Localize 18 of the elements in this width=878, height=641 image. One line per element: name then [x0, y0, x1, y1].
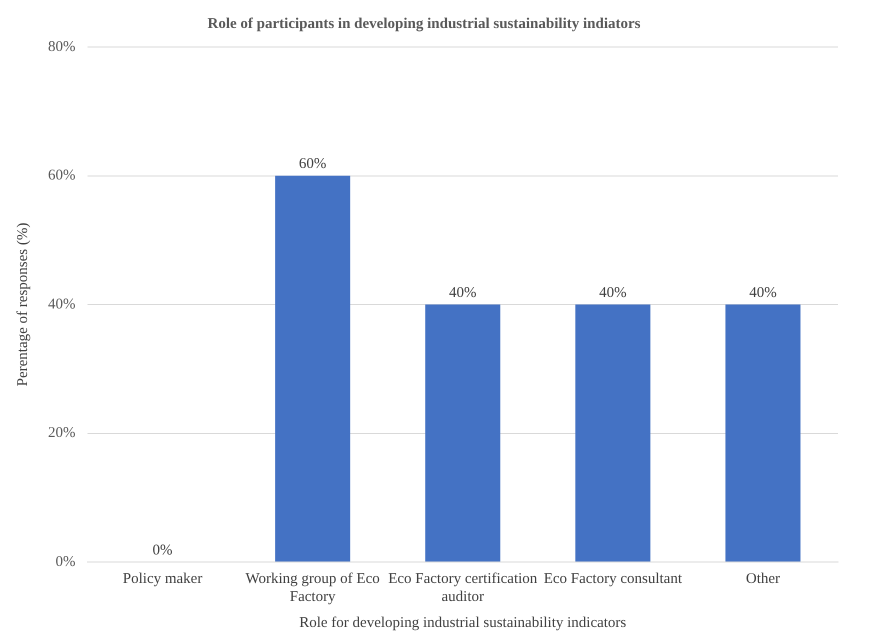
x-tick-label: Policy maker: [122, 570, 202, 587]
y-tick-label: 40%: [48, 296, 76, 312]
y-tick-label: 80%: [48, 38, 76, 55]
x-tick-label: Eco Factory certification auditor: [388, 570, 538, 605]
data-label: 40%: [449, 284, 476, 301]
chart-title: Role of participants in developing industrial sustainability indiators: [208, 16, 641, 32]
x-tick-label: Working group of Eco Factory: [246, 570, 380, 605]
y-tick-label: 20%: [48, 425, 76, 442]
y-tick-label: 0%: [55, 554, 76, 570]
x-tick-label: Other: [746, 570, 780, 587]
y-axis-title: Perentage of responses (%): [14, 222, 31, 386]
x-tick-label: Eco Factory consultant: [544, 570, 683, 587]
data-label: 40%: [599, 284, 627, 301]
data-label: 40%: [749, 284, 777, 301]
data-label: 60%: [298, 156, 326, 172]
x-axis-title: Role for developing industrial sustainability indicators: [299, 614, 626, 631]
data-label: 0%: [152, 542, 173, 558]
y-tick-label: 60%: [48, 168, 76, 184]
